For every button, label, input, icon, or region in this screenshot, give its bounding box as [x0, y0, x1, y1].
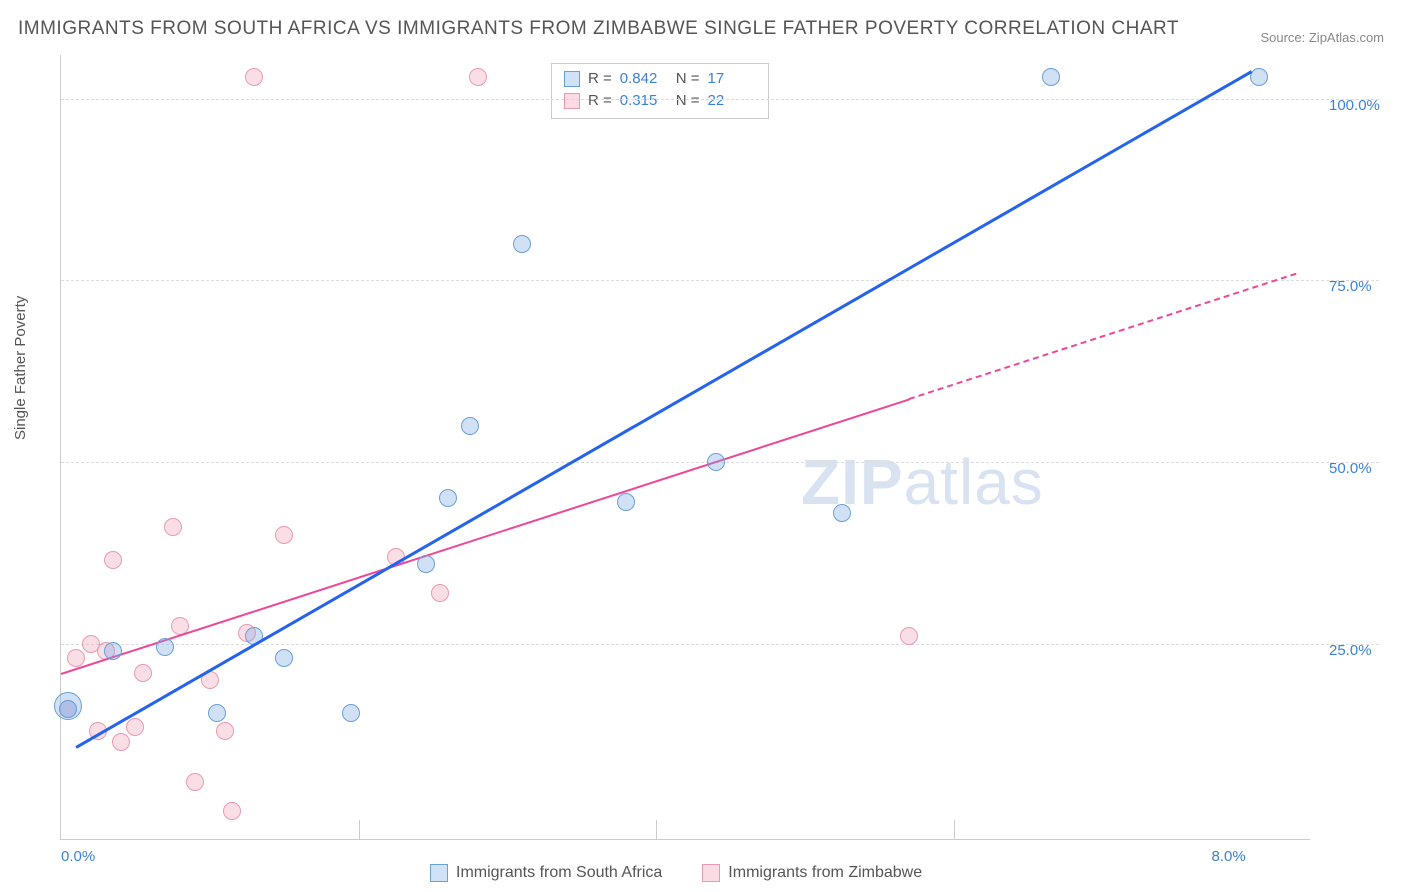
- scatter-point: [112, 733, 130, 751]
- x-tick-label: 8.0%: [1211, 848, 1245, 865]
- scatter-point: [223, 802, 241, 820]
- legend-item-blue: Immigrants from South Africa: [430, 864, 662, 882]
- trend-line-dashed: [909, 273, 1297, 400]
- y-tick-label: 100.0%: [1329, 97, 1380, 114]
- stats-swatch-pink: [564, 93, 580, 109]
- chart-container: IMMIGRANTS FROM SOUTH AFRICA VS IMMIGRAN…: [0, 0, 1406, 892]
- stats-r-label: R =: [588, 90, 612, 112]
- stats-r-value-blue: 0.842: [620, 68, 668, 90]
- scatter-point: [104, 642, 122, 660]
- scatter-point: [134, 664, 152, 682]
- scatter-point: [1042, 68, 1060, 86]
- scatter-point: [900, 627, 918, 645]
- stats-n-label: N =: [676, 68, 700, 90]
- gridline-horizontal: [61, 280, 1379, 281]
- trend-line: [61, 398, 910, 674]
- stats-swatch-blue: [564, 71, 580, 87]
- scatter-point: [245, 68, 263, 86]
- gridline-vertical: [954, 820, 955, 840]
- scatter-point: [216, 722, 234, 740]
- scatter-point: [156, 638, 174, 656]
- scatter-point: [67, 649, 85, 667]
- legend-swatch-pink: [702, 864, 720, 882]
- stats-r-value-pink: 0.315: [620, 90, 668, 112]
- scatter-point: [617, 493, 635, 511]
- scatter-point: [513, 235, 531, 253]
- stats-legend-box: R = 0.842 N = 17 R = 0.315 N = 22: [551, 63, 769, 119]
- watermark-light: atlas: [904, 446, 1044, 518]
- scatter-point: [208, 704, 226, 722]
- bottom-legend: Immigrants from South Africa Immigrants …: [430, 864, 922, 882]
- scatter-point: [104, 551, 122, 569]
- scatter-point: [417, 555, 435, 573]
- scatter-point: [275, 526, 293, 544]
- legend-swatch-blue: [430, 864, 448, 882]
- scatter-point: [1250, 68, 1268, 86]
- x-tick-label: 0.0%: [61, 848, 95, 865]
- y-tick-label: 25.0%: [1329, 642, 1372, 659]
- scatter-point: [833, 504, 851, 522]
- trend-line: [75, 70, 1252, 748]
- scatter-point: [275, 649, 293, 667]
- scatter-point: [707, 453, 725, 471]
- stats-n-label: N =: [676, 90, 700, 112]
- gridline-vertical: [656, 820, 657, 840]
- stats-r-label: R =: [588, 68, 612, 90]
- source-attribution: Source: ZipAtlas.com: [1260, 30, 1384, 45]
- y-tick-label: 75.0%: [1329, 278, 1372, 295]
- legend-label-pink: Immigrants from Zimbabwe: [728, 864, 922, 882]
- stats-row-pink: R = 0.315 N = 22: [564, 90, 756, 112]
- scatter-point: [59, 700, 77, 718]
- y-axis-label: Single Father Poverty: [12, 296, 29, 440]
- plot-area: ZIPatlas R = 0.842 N = 17 R = 0.315 N = …: [60, 55, 1310, 840]
- stats-n-value-blue: 17: [708, 68, 756, 90]
- scatter-point: [186, 773, 204, 791]
- gridline-horizontal: [61, 99, 1379, 100]
- scatter-point: [431, 584, 449, 602]
- legend-label-blue: Immigrants from South Africa: [456, 864, 662, 882]
- scatter-point: [342, 704, 360, 722]
- scatter-point: [164, 518, 182, 536]
- scatter-point: [461, 417, 479, 435]
- scatter-point: [126, 718, 144, 736]
- legend-item-pink: Immigrants from Zimbabwe: [702, 864, 922, 882]
- scatter-point: [469, 68, 487, 86]
- stats-n-value-pink: 22: [708, 90, 756, 112]
- gridline-vertical: [359, 820, 360, 840]
- scatter-point: [439, 489, 457, 507]
- y-tick-label: 50.0%: [1329, 460, 1372, 477]
- stats-row-blue: R = 0.842 N = 17: [564, 68, 756, 90]
- watermark-bold: ZIP: [801, 446, 904, 518]
- chart-title: IMMIGRANTS FROM SOUTH AFRICA VS IMMIGRAN…: [18, 18, 1179, 40]
